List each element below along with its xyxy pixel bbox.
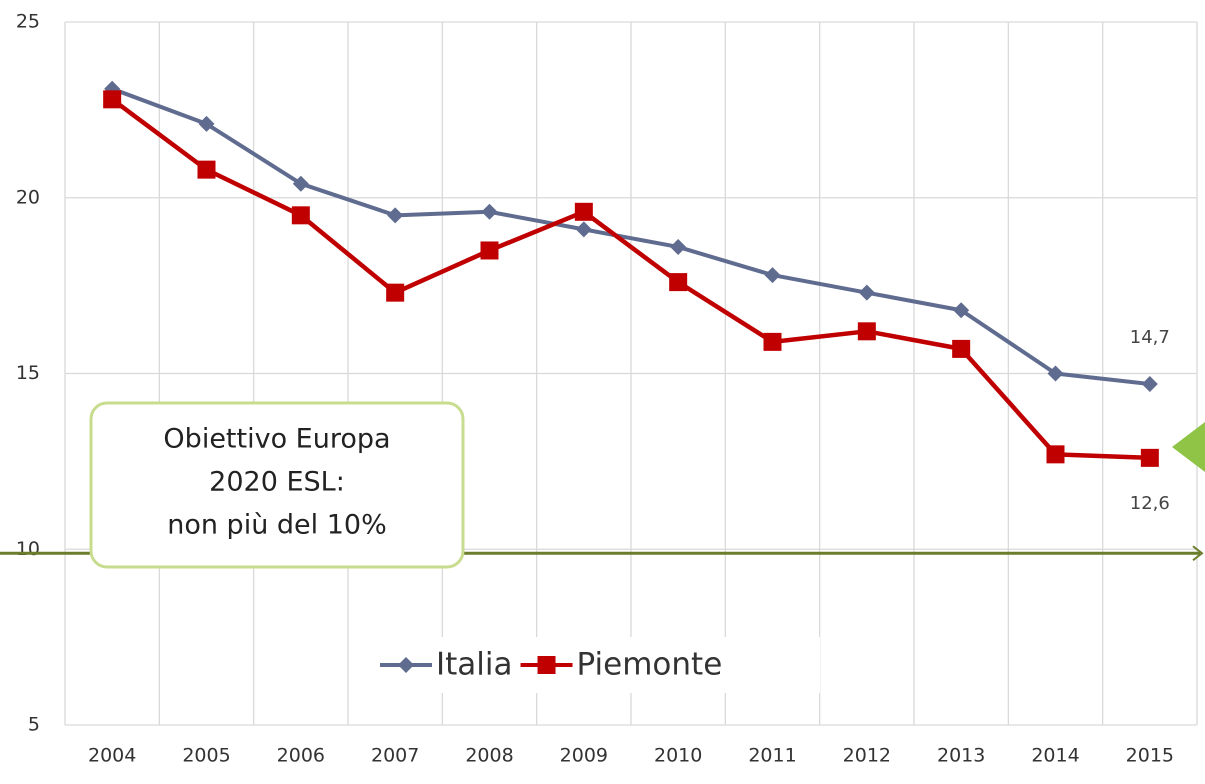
point [764,267,781,284]
point [574,202,593,221]
point [669,273,688,292]
x-tick-label: 2008 [465,745,513,767]
point [197,160,216,179]
point [857,322,876,341]
annotation-text: 2020 ESL: [209,467,345,498]
x-tick-label: 2007 [371,745,419,767]
point [386,283,405,302]
point [858,284,875,301]
x-tick-label: 2010 [654,745,702,767]
point [291,206,310,225]
legend-label: Italia [436,647,513,683]
point [953,302,970,319]
point [481,203,498,220]
legend-label: Piemonte [577,647,723,683]
point [763,332,782,351]
x-tick-label: 2012 [843,745,891,767]
legend-marker [537,656,556,674]
point [1046,445,1065,464]
y-tick-label: 15 [16,362,40,384]
x-tick-label: 2011 [748,745,796,767]
x-tick-label: 2015 [1126,745,1174,767]
y-tick-label: 10 [16,538,40,560]
x-tick-label: 2006 [277,745,325,767]
x-tick-label: 2013 [937,745,985,767]
x-tick-label: 2009 [560,745,608,767]
point [952,339,971,358]
y-tick-label: 25 [16,11,40,33]
point [292,175,309,192]
point [670,238,687,255]
annotation-text: Obiettivo Europa [163,424,390,455]
point [387,207,404,224]
point [575,221,592,238]
y-tick-label: 5 [28,714,40,736]
x-tick-label: 2004 [88,745,136,767]
annotation-text: non più del 10% [167,510,387,541]
pointer [1172,422,1205,472]
legend: Italia Piemonte [370,637,820,693]
series-line [110,97,1150,461]
legend-marker [398,657,414,673]
target-annotation: Obiettivo Europa 2020 ESL: non più del 10% [89,401,465,569]
series-line [111,86,1151,387]
target-arrow-head [1192,545,1204,562]
point [198,115,215,132]
point [1140,448,1159,467]
y-tick-label: 20 [16,186,40,208]
x-tick-label: 2014 [1031,745,1079,767]
point [1141,376,1158,393]
annotation-box [89,401,465,569]
x-tick-label: 2005 [182,745,230,767]
point [103,90,122,109]
point [1047,365,1064,382]
data-label: 14,7 [1130,327,1170,348]
point [480,241,499,260]
legend-bg [370,637,820,693]
data-label: 12,6 [1130,493,1170,514]
